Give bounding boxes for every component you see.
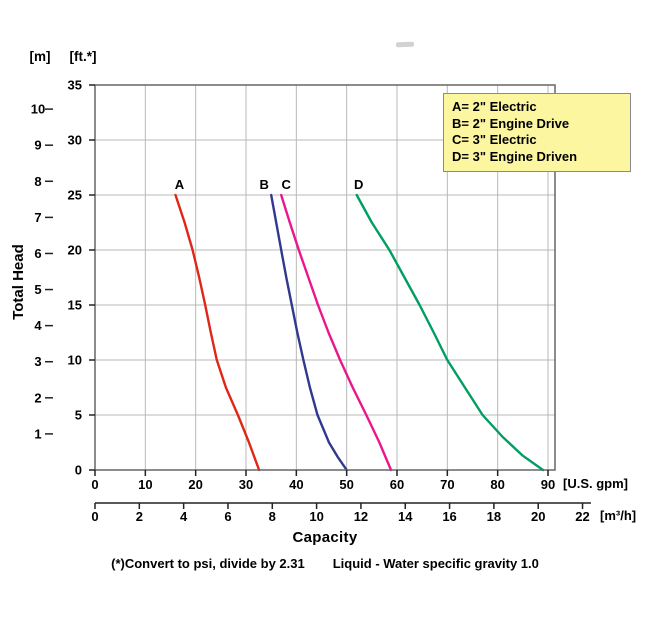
curve-label-d: D <box>354 177 363 192</box>
ft-tick-label: 0 <box>75 463 82 478</box>
m3h-tick-label: 10 <box>309 509 323 524</box>
ft-tick-label: 20 <box>68 243 82 258</box>
m3h-tick-label: 16 <box>442 509 456 524</box>
curve-d <box>355 193 545 472</box>
m-tick-label: 8 <box>34 174 41 189</box>
legend-item-a: A= 2" Electric <box>452 99 537 114</box>
y-unit-m-label: [m] <box>29 49 51 64</box>
ft-tick-label: 15 <box>68 298 82 313</box>
gpm-tick-label: 60 <box>390 477 404 492</box>
m-tick-label: 1 <box>34 426 41 441</box>
m3h-tick-label: 14 <box>398 509 413 524</box>
gpm-tick-label: 70 <box>440 477 454 492</box>
footnote-psi-conversion: (*)Convert to psi, divide by 2.31 <box>111 556 305 571</box>
m-tick-label: 5 <box>34 282 41 297</box>
x-axis-title: Capacity <box>292 529 358 546</box>
gpm-tick-label: 30 <box>239 477 253 492</box>
footnote: (*)Convert to psi, divide by 2.31 Liquid… <box>0 556 650 571</box>
curve-c <box>280 193 393 472</box>
legend-item-d: D= 3" Engine Driven <box>452 148 578 164</box>
ft-tick-label: 25 <box>68 188 82 203</box>
curve-b <box>270 193 348 472</box>
m3h-tick-label: 2 <box>136 509 143 524</box>
x-unit-m3h-label: [m³/h] <box>600 508 637 523</box>
legend-item-c: C= 3" Electric <box>452 132 537 147</box>
curve-label-b: B <box>260 177 269 192</box>
footnote-liquid-spec: Liquid - Water specific gravity 1.0 <box>332 556 539 571</box>
y-unit-ft-label: [ft.*] <box>69 49 97 64</box>
m3h-tick-label: 12 <box>354 509 368 524</box>
gpm-tick-label: 50 <box>339 477 353 492</box>
ft-tick-label: 10 <box>68 353 82 368</box>
m3h-tick-label: 18 <box>487 509 501 524</box>
m3h-tick-label: 0 <box>91 509 98 524</box>
m3h-tick-label: 4 <box>180 509 188 524</box>
gpm-tick-label: 90 <box>541 477 555 492</box>
gpm-tick-label: 10 <box>138 477 152 492</box>
m3h-tick-label: 8 <box>269 509 276 524</box>
ft-tick-label: 35 <box>68 78 82 93</box>
curve-a <box>174 193 261 472</box>
gpm-tick-label: 20 <box>188 477 202 492</box>
gpm-tick-label: 0 <box>91 477 98 492</box>
y-axis-title: Total Head <box>10 244 27 320</box>
x-unit-gpm-label: [U.S. gpm] <box>563 476 628 491</box>
gpm-tick-label: 40 <box>289 477 303 492</box>
curve-label-c: C <box>282 177 292 192</box>
m3h-tick-label: 22 <box>575 509 589 524</box>
legend: A= 2" Electric B= 2" Engine Drive C= 3" … <box>443 93 631 172</box>
curve-label-a: A <box>175 177 185 192</box>
m-tick-label: 2 <box>34 390 41 405</box>
m-tick-label: 4 <box>34 318 42 333</box>
m-tick-label: 6 <box>34 246 41 261</box>
stray-mark <box>395 41 415 48</box>
ft-tick-label: 5 <box>75 408 82 423</box>
legend-item-b: B= 2" Engine Drive <box>452 115 570 131</box>
m3h-tick-label: 6 <box>224 509 231 524</box>
m-tick-label: 3 <box>34 354 41 369</box>
m-tick-label: 10 <box>31 102 45 117</box>
m3h-tick-label: 20 <box>531 509 545 524</box>
gpm-tick-label: 80 <box>490 477 504 492</box>
m-tick-label: 7 <box>34 210 41 225</box>
plot-border <box>94 84 556 471</box>
ft-tick-label: 30 <box>68 133 82 148</box>
m-tick-label: 9 <box>34 138 41 153</box>
